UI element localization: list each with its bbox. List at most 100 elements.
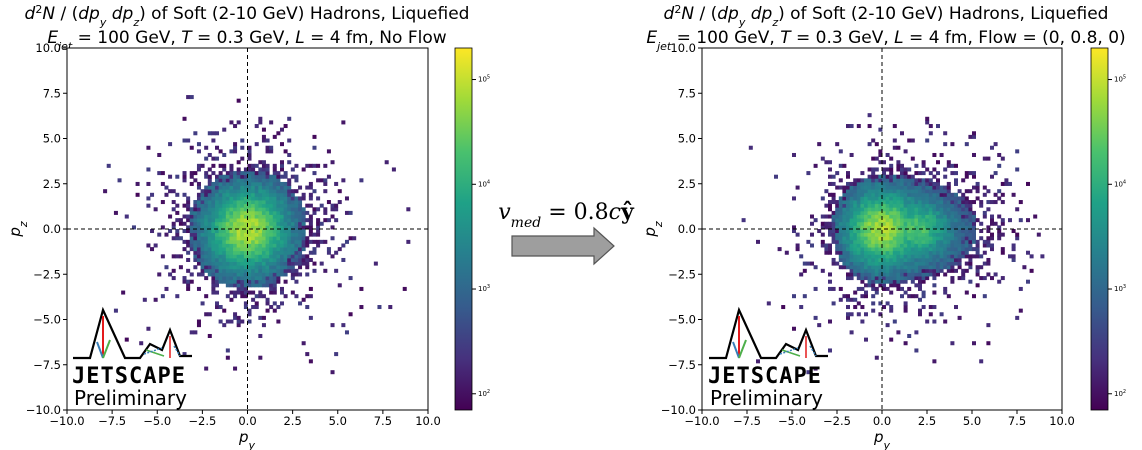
heatmap-cell bbox=[892, 319, 897, 324]
heatmap-cell bbox=[972, 174, 976, 179]
heatmap-cell bbox=[258, 207, 263, 212]
heatmap-cell bbox=[925, 268, 930, 273]
heatmap-cell bbox=[186, 268, 191, 273]
heatmap-cell bbox=[1000, 232, 1005, 237]
heatmap-cell bbox=[200, 247, 205, 252]
heatmap-cell bbox=[943, 254, 948, 259]
heatmap-cell bbox=[896, 189, 901, 194]
heatmap-cell bbox=[882, 185, 886, 190]
left-panel: d2N / (dpy dpz) of Soft (2-10 GeV) Hadro… bbox=[6, 3, 490, 450]
heatmap-cell bbox=[871, 294, 876, 299]
heatmap-cell bbox=[283, 272, 288, 277]
left-x-ticks: −10.0 −7.5 −5.0 −2.5 0.0 2.5 5.0 7.5 10.0 bbox=[49, 410, 441, 428]
heatmap-cell bbox=[279, 243, 284, 248]
heatmap-cell bbox=[218, 236, 223, 241]
heatmap-cell bbox=[860, 243, 865, 248]
y-tick-label: 10.0 bbox=[670, 41, 696, 55]
heatmap-cell bbox=[831, 236, 836, 241]
heatmap-cell bbox=[878, 247, 883, 252]
heatmap-cell bbox=[215, 145, 220, 150]
heatmap-cell bbox=[918, 225, 922, 230]
heatmap-cell bbox=[910, 189, 915, 194]
heatmap-cell bbox=[222, 254, 227, 259]
heatmap-cell bbox=[283, 243, 288, 248]
heatmap-cell bbox=[849, 229, 854, 234]
heatmap-cell bbox=[889, 181, 894, 186]
heatmap-cell bbox=[254, 181, 259, 186]
heatmap-cell bbox=[215, 261, 220, 266]
heatmap-cell bbox=[290, 272, 295, 277]
heatmap-cell bbox=[921, 272, 926, 277]
heatmap-cell bbox=[168, 229, 173, 234]
heatmap-cell bbox=[964, 221, 969, 226]
heatmap-cell bbox=[334, 250, 339, 255]
heatmap-cell bbox=[196, 214, 201, 219]
heatmap-cell bbox=[290, 265, 295, 270]
heatmap-cell bbox=[233, 261, 238, 266]
heatmap-cell bbox=[842, 196, 847, 201]
heatmap-cell bbox=[225, 355, 230, 360]
heatmap-cell bbox=[867, 167, 872, 172]
heatmap-cell bbox=[229, 283, 234, 288]
heatmap-cell bbox=[946, 247, 951, 252]
heatmap-cell bbox=[193, 200, 198, 205]
heatmap-cell bbox=[950, 142, 955, 147]
heatmap-cell bbox=[211, 214, 216, 219]
heatmap-cell bbox=[892, 196, 897, 201]
heatmap-cell bbox=[842, 239, 847, 244]
heatmap-cell bbox=[215, 305, 220, 310]
heatmap-cell bbox=[849, 181, 854, 186]
heatmap-cell bbox=[900, 225, 904, 230]
heatmap-cell bbox=[925, 319, 930, 324]
heatmap-cell bbox=[914, 243, 919, 248]
heatmap-cell bbox=[305, 243, 310, 248]
heatmap-cell bbox=[882, 160, 886, 165]
heatmap-cell bbox=[254, 279, 259, 284]
heatmap-cell bbox=[251, 200, 256, 205]
heatmap-cell bbox=[229, 290, 234, 295]
heatmap-cell bbox=[975, 218, 980, 223]
heatmap-cell bbox=[229, 319, 234, 324]
heatmap-cell bbox=[269, 229, 274, 234]
heatmap-cell bbox=[907, 286, 912, 291]
heatmap-cell bbox=[312, 247, 317, 252]
heatmap-cell bbox=[828, 181, 832, 186]
heatmap-cell bbox=[240, 265, 245, 270]
heatmap-cell bbox=[867, 196, 872, 201]
heatmap-cell bbox=[918, 261, 922, 266]
heatmap-cell bbox=[222, 232, 227, 237]
heatmap-cell bbox=[204, 247, 209, 252]
heatmap-cell bbox=[892, 265, 897, 270]
heatmap-cell bbox=[896, 239, 901, 244]
heatmap-cell bbox=[928, 268, 933, 273]
heatmap-cell bbox=[1015, 236, 1020, 241]
heatmap-cell bbox=[889, 229, 894, 234]
heatmap-cell bbox=[290, 254, 295, 259]
heatmap-cell bbox=[215, 156, 220, 161]
heatmap-cell bbox=[975, 250, 980, 255]
heatmap-cell bbox=[943, 290, 948, 295]
heatmap-cell bbox=[867, 268, 872, 273]
heatmap-cell bbox=[932, 221, 937, 226]
heatmap-cell bbox=[251, 210, 256, 215]
heatmap-cell bbox=[211, 261, 216, 266]
heatmap-cell bbox=[272, 196, 277, 201]
heatmap-cell bbox=[842, 254, 847, 259]
heatmap-cell bbox=[878, 229, 883, 234]
heatmap-cell bbox=[864, 189, 868, 194]
heatmap-cell bbox=[874, 229, 879, 234]
heatmap-cell bbox=[319, 178, 324, 183]
heatmap-cell bbox=[856, 185, 861, 190]
heatmap-cell bbox=[290, 247, 295, 252]
heatmap-cell bbox=[925, 196, 930, 201]
heatmap-cell bbox=[312, 134, 317, 139]
heatmap-cell bbox=[853, 254, 858, 259]
heatmap-cell bbox=[243, 210, 248, 215]
heatmap-cell bbox=[261, 239, 266, 244]
heatmap-cell bbox=[236, 315, 241, 320]
heatmap-cell bbox=[251, 185, 256, 190]
heatmap-cell bbox=[251, 218, 256, 223]
y-tick-label: 7.5 bbox=[678, 86, 696, 100]
heatmap-cell bbox=[860, 196, 865, 201]
heatmap-cell bbox=[272, 192, 277, 197]
